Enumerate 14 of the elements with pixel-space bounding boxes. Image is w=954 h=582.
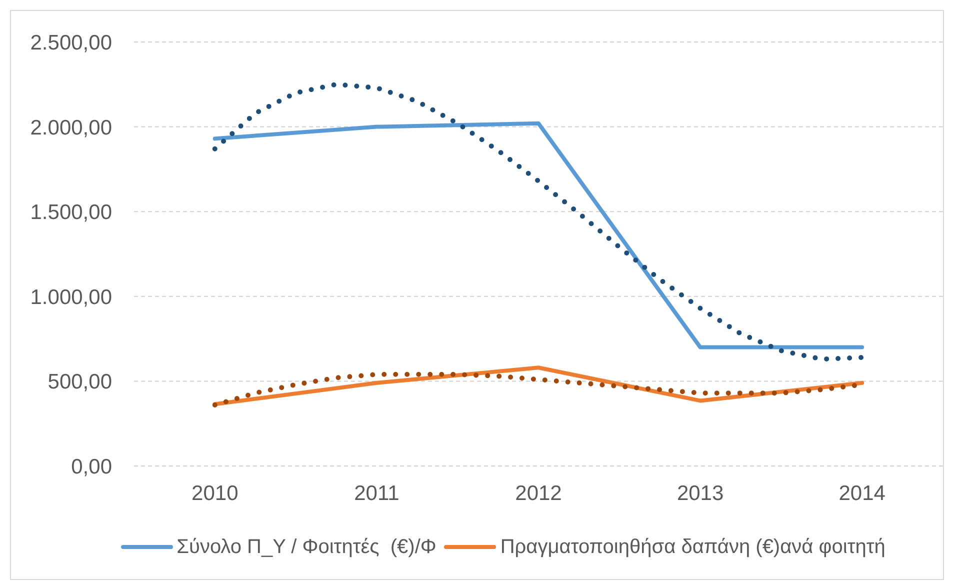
y-tick-label: 0,00: [71, 455, 112, 478]
y-tick-label: 1.500,00: [30, 201, 112, 224]
y-tick-label: 2.000,00: [30, 116, 112, 140]
line-series: [212, 121, 864, 350]
x-tick-label: 2011: [354, 482, 400, 505]
legend-label: Πραγματοποιηθήσα δαπάνη (€)ανά φοιτητή: [500, 536, 886, 558]
y-tick-label: 2.500,00: [30, 31, 112, 54]
y-tick-label: 1.000,00: [30, 286, 112, 309]
x-tick-label: 2013: [676, 482, 724, 505]
x-tick-label: 2012: [515, 482, 562, 505]
legend-label: Σύνολο Π_Υ / Φοιτητές (€)/Φ: [176, 536, 436, 558]
x-tick-label: 2010: [192, 482, 238, 505]
x-tick-label: 2014: [838, 482, 886, 505]
y-tick-label: 500,00: [48, 370, 112, 394]
